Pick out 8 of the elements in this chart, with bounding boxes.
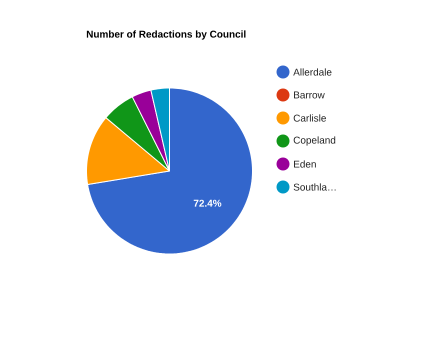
legend-label: Barrow	[294, 92, 325, 98]
legend-label: Eden	[294, 160, 316, 168]
legend-label: Carlisle	[294, 114, 326, 122]
legend-label: Southla…	[294, 183, 336, 191]
data-label: 72.4%	[194, 200, 222, 207]
legend-label: Allerdale	[293, 68, 332, 76]
legend-label: Copeland	[294, 136, 336, 146]
chart-title: Number of Redactions by Council	[86, 30, 246, 40]
